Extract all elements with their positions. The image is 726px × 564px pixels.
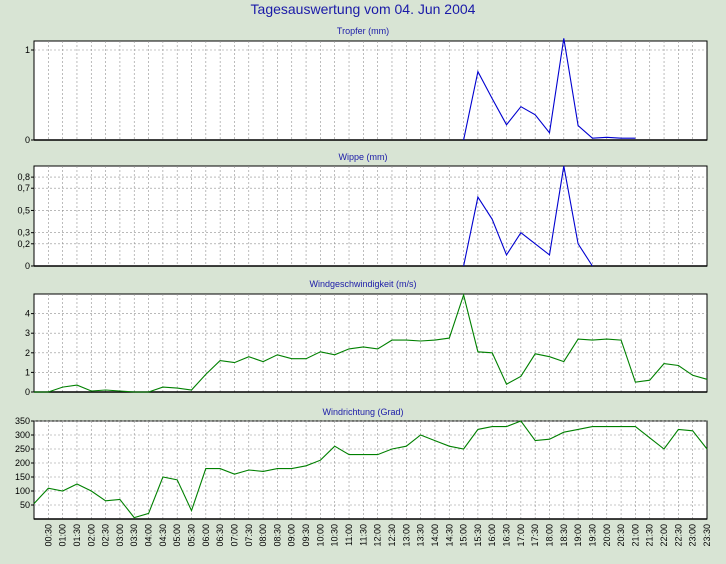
x-tick-label: 11:30 [358, 524, 368, 546]
x-tick-label: 20:30 [616, 524, 626, 547]
y-tick-label: 0,3 [17, 228, 30, 238]
series-line [463, 165, 593, 267]
x-tick-label: 08:00 [258, 524, 268, 547]
y-tick-label: 100 [15, 486, 30, 496]
x-tick-label: 08:30 [272, 524, 282, 547]
y-tick-label: 0,7 [17, 183, 30, 193]
panel-title: Tropfer (mm) [337, 26, 389, 36]
x-tick-label: 15:30 [473, 524, 483, 547]
series-line [34, 293, 708, 393]
x-tick-label: 23:00 [688, 524, 698, 547]
x-tick-label: 18:00 [544, 524, 554, 547]
x-tick-label: 19:00 [573, 524, 583, 547]
y-tick-label: 3 [25, 328, 30, 338]
x-tick-label: 01:30 [72, 524, 82, 547]
plot-area [33, 293, 708, 393]
y-tick-label: 0,5 [17, 205, 30, 215]
x-tick-label: 13:30 [416, 524, 426, 547]
y-tick-label: 0 [25, 387, 30, 397]
y-tick-label: 2 [25, 348, 30, 358]
x-tick-label: 02:00 [86, 524, 96, 547]
y-tick-label: 300 [15, 430, 30, 440]
x-tick-label: 00:30 [43, 524, 53, 547]
series-line [33, 420, 708, 519]
x-tick-label: 19:30 [587, 524, 597, 547]
x-tick-label: 06:00 [201, 524, 211, 547]
y-tick-label: 0 [25, 261, 30, 271]
x-tick-label: 14:30 [444, 524, 454, 547]
y-tick-label: 200 [15, 458, 30, 468]
x-tick-label: 18:30 [559, 524, 569, 547]
y-tick-label: 1 [25, 367, 30, 377]
x-tick-label: 03:00 [115, 524, 125, 547]
x-tick-label: 21:30 [645, 524, 655, 547]
x-tick-label: 01:00 [58, 524, 68, 547]
x-tick-label: 04:00 [144, 524, 154, 547]
x-tick-label: 17:30 [530, 524, 540, 547]
panel-title: Windgeschwindigkeit (m/s) [309, 279, 416, 289]
series-line [463, 38, 636, 141]
x-tick-label: 07:30 [244, 524, 254, 547]
x-tick-label: 04:30 [158, 524, 168, 547]
x-tick-label: 05:30 [187, 524, 197, 547]
x-tick-label: 09:00 [287, 524, 297, 547]
x-tick-label: 11:00 [344, 524, 354, 546]
x-tick-label: 13:00 [401, 524, 411, 547]
x-tick-label: 23:30 [702, 524, 712, 547]
x-tick-label: 09:30 [301, 524, 311, 547]
y-tick-label: 150 [15, 472, 30, 482]
x-tick-label: 10:30 [330, 524, 340, 547]
x-tick-label: 07:00 [229, 524, 239, 547]
y-tick-label: 250 [15, 444, 30, 454]
x-tick-label: 06:30 [215, 524, 225, 547]
y-tick-label: 0,2 [17, 239, 30, 249]
x-tick-label: 10:00 [315, 524, 325, 547]
plot-area [33, 420, 708, 520]
y-tick-label: 50 [20, 500, 30, 510]
x-tick-label: 22:30 [673, 524, 683, 547]
plot-area [33, 165, 708, 267]
panel-title: Windrichtung (Grad) [322, 407, 403, 417]
plot-area [33, 40, 708, 141]
x-tick-label: 17:00 [516, 524, 526, 547]
x-tick-label: 02:30 [101, 524, 111, 547]
x-tick-label: 16:30 [502, 524, 512, 547]
x-tick-label: 15:00 [459, 524, 469, 547]
x-tick-label: 12:30 [387, 524, 397, 547]
x-tick-label: 12:00 [373, 524, 383, 547]
y-tick-label: 1 [25, 45, 30, 55]
y-tick-label: 0,8 [17, 172, 30, 182]
x-tick-label: 21:00 [630, 524, 640, 547]
y-tick-label: 4 [25, 309, 30, 319]
x-tick-label: 03:30 [129, 524, 139, 547]
y-tick-label: 350 [15, 416, 30, 426]
x-tick-label: 05:00 [172, 524, 182, 547]
x-tick-label: 22:00 [659, 524, 669, 547]
x-tick-label: 14:00 [430, 524, 440, 547]
x-tick-label: 20:00 [602, 524, 612, 547]
panel-title: Wippe (mm) [339, 152, 388, 162]
x-tick-label: 16:00 [487, 524, 497, 547]
y-tick-label: 0 [25, 135, 30, 145]
page-title: Tagesauswertung vom 04. Jun 2004 [250, 1, 476, 17]
